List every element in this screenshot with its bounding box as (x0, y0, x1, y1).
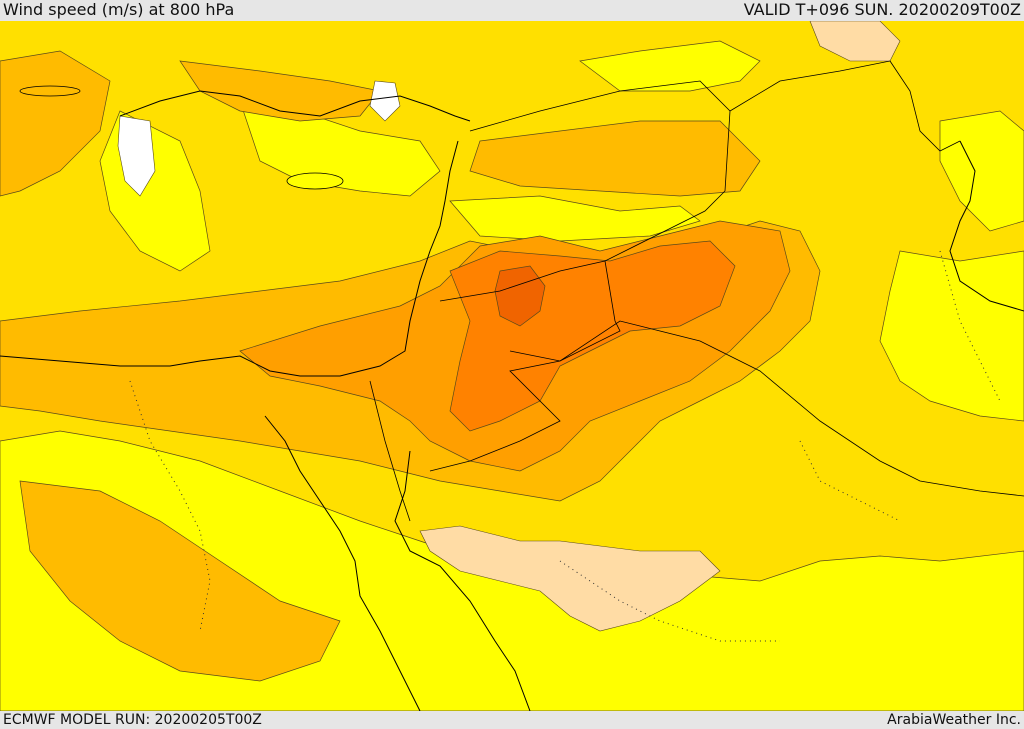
wind-band-low-north-3 (579, 40, 761, 92)
wind-band-low-north-2 (239, 100, 441, 197)
wind-band-3-north (0, 50, 111, 197)
border-iraq-iran (729, 60, 961, 152)
dotted-boundary-1 (129, 380, 211, 632)
coast-sinai-redsea (264, 415, 421, 711)
valid-time-label: VALID T+096 SUN. 20200209T00Z (743, 0, 1021, 19)
dotted-boundary-3 (939, 250, 1001, 402)
coast-gulf (949, 140, 1024, 312)
dotted-boundaries (129, 250, 1001, 642)
coast-aqaba-arabia (394, 450, 531, 711)
map-header: Wind speed (m/s) at 800 hPa VALID T+096 … (0, 0, 1024, 21)
wind-band-6-core (494, 265, 546, 327)
dotted-boundary-2 (559, 560, 780, 642)
wind-map-svg (0, 21, 1024, 711)
pale-area-red-sea (419, 525, 721, 632)
map-title: Wind speed (m/s) at 800 hPa (3, 0, 235, 19)
coastlines (0, 60, 1024, 711)
wind-band-low-east (879, 250, 1024, 422)
map-footer: ECMWF MODEL RUN: 20200205T00Z ArabiaWeat… (0, 711, 1024, 729)
border-iraq-saudi (509, 320, 1024, 497)
wind-band-low-east-2 (939, 110, 1024, 232)
border-syria-iraq (469, 80, 731, 262)
coast-turkey-south (119, 90, 471, 122)
island-cyprus (286, 172, 344, 190)
border-jordan (429, 260, 621, 472)
island-crete (19, 85, 81, 97)
wind-band-3-turkey (179, 60, 381, 122)
credit-label: ArabiaWeather Inc. (887, 712, 1021, 728)
wind-band-3-southwest (19, 480, 341, 682)
wind-band-3-iraq (469, 120, 761, 197)
border-egypt (369, 380, 411, 522)
wind-speed-map (0, 21, 1024, 711)
calm-area-2 (369, 80, 401, 122)
model-run-label: ECMWF MODEL RUN: 20200205T00Z (3, 712, 262, 728)
calm-area-1 (117, 115, 156, 197)
wind-band-low-mid (449, 195, 701, 242)
coast-north-africa (0, 140, 459, 377)
